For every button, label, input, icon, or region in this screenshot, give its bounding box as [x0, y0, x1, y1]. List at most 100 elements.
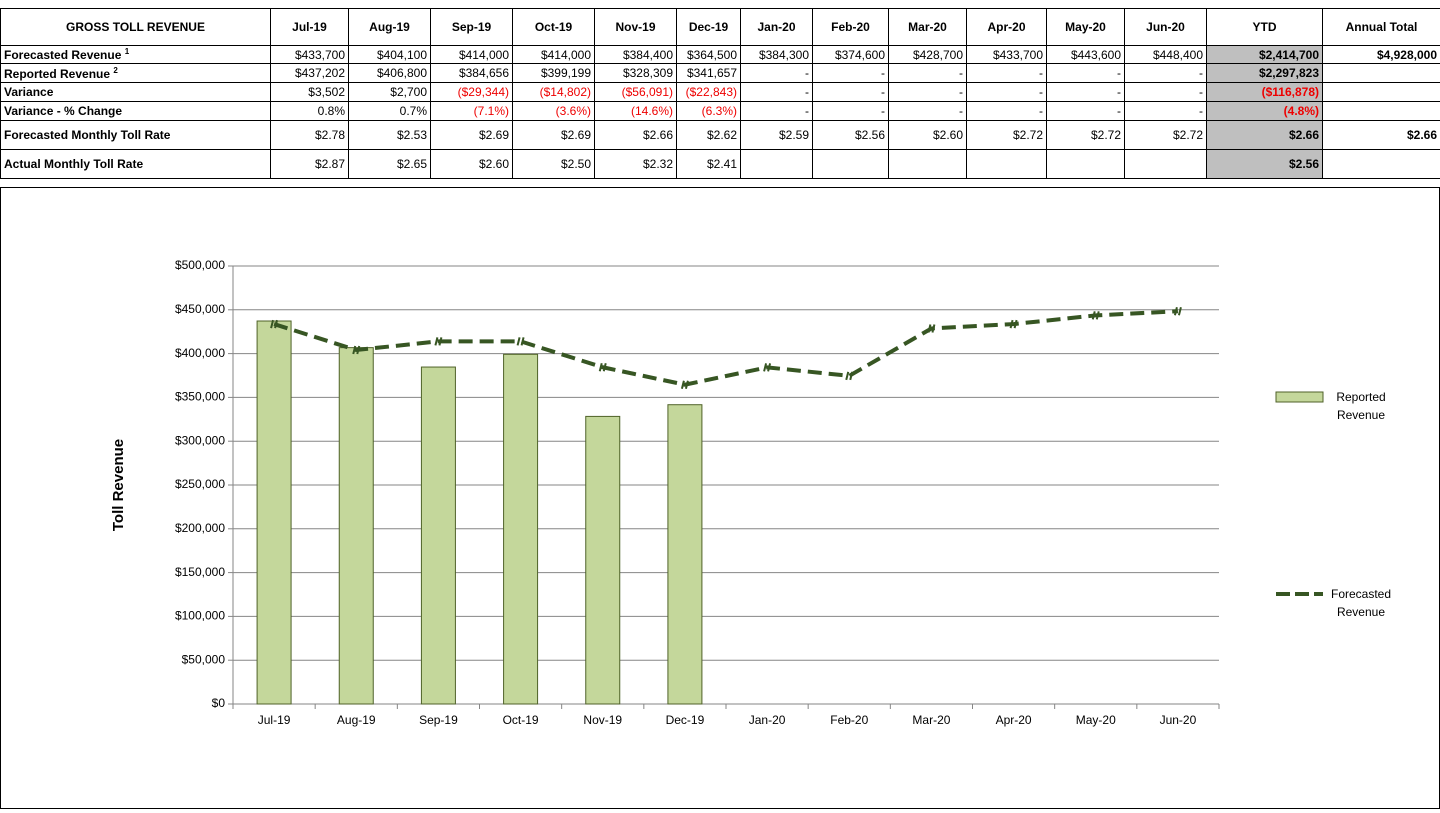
- x-tick-label: May-20: [1076, 713, 1116, 727]
- marker: [846, 372, 852, 380]
- table-cell: $448,400: [1125, 46, 1207, 64]
- table-cell: -: [741, 64, 813, 83]
- row-label: Forecasted Revenue 1: [1, 46, 271, 64]
- table-cell: -: [813, 102, 889, 121]
- table-cell: $2.60: [889, 121, 967, 150]
- table-cell: $2.66: [595, 121, 677, 150]
- header-cell: Jan-20: [741, 9, 813, 46]
- table-cell: $2,414,700: [1207, 46, 1323, 64]
- row-label: Actual Monthly Toll Rate: [1, 150, 271, 179]
- table-cell: [967, 150, 1047, 179]
- x-tick-label: Feb-20: [830, 713, 868, 727]
- chart-frame: Toll Revenue $0$50,000$100,000$150,000$2…: [0, 187, 1440, 809]
- table-cell: $2.87: [271, 150, 349, 179]
- y-tick-label: $200,000: [175, 521, 225, 535]
- table-cell: $437,202: [271, 64, 349, 83]
- table-cell: $3,502: [271, 83, 349, 102]
- y-tick-label: $350,000: [175, 390, 225, 404]
- header-cell: Jul-19: [271, 9, 349, 46]
- table-cell: [1047, 150, 1125, 179]
- chart: Toll Revenue $0$50,000$100,000$150,000$2…: [1, 188, 1439, 808]
- table-cell: $4,928,000: [1323, 46, 1440, 64]
- bar: [421, 367, 455, 704]
- header-cell: Feb-20: [813, 9, 889, 46]
- table-cell: -: [889, 83, 967, 102]
- header-cell: Aug-19: [349, 9, 431, 46]
- table-cell: [1125, 150, 1207, 179]
- table-cell: -: [741, 83, 813, 102]
- table-cell: $2,297,823: [1207, 64, 1323, 83]
- table-cell: $406,800: [349, 64, 431, 83]
- table-cell: (14.6%): [595, 102, 677, 121]
- table-cell: $2.69: [431, 121, 513, 150]
- bar: [257, 321, 291, 704]
- y-tick-label: $0: [212, 696, 226, 710]
- table-cell: $374,600: [813, 46, 889, 64]
- table-cell: -: [889, 64, 967, 83]
- table-cell: (4.8%): [1207, 102, 1323, 121]
- table-cell: $2.41: [677, 150, 741, 179]
- bar: [586, 416, 620, 704]
- row-label-text: Variance: [4, 85, 53, 99]
- x-tick-label: Jun-20: [1160, 713, 1197, 727]
- x-tick-label: Mar-20: [912, 713, 950, 727]
- row-label: Reported Revenue 2: [1, 64, 271, 83]
- table-cell: -: [1125, 83, 1207, 102]
- table-cell: [889, 150, 967, 179]
- y-tick-label: $500,000: [175, 258, 225, 272]
- bar: [504, 354, 538, 704]
- table-cell: -: [889, 102, 967, 121]
- table-cell: -: [741, 102, 813, 121]
- table-cell: $433,700: [967, 46, 1047, 64]
- table-row: Variance$3,502$2,700($29,344)($14,802)($…: [1, 83, 1440, 102]
- table-cell: -: [967, 102, 1047, 121]
- table-cell: $414,000: [431, 46, 513, 64]
- table-cell: 0.8%: [271, 102, 349, 121]
- table-cell: $443,600: [1047, 46, 1125, 64]
- bar: [339, 348, 373, 704]
- table-row: Forecasted Revenue 1$433,700$404,100$414…: [1, 46, 1440, 64]
- table-cell: $414,000: [513, 46, 595, 64]
- x-tick-label: Jan-20: [749, 713, 786, 727]
- row-label-text: Actual Monthly Toll Rate: [4, 157, 143, 171]
- table-cell: ($29,344): [431, 83, 513, 102]
- table-cell: $2.59: [741, 121, 813, 150]
- table-cell: [813, 150, 889, 179]
- line: [274, 311, 1178, 384]
- table-row: Actual Monthly Toll Rate $2.87$2.65$2.60 $…: [1, 150, 1440, 179]
- table-cell: $2.72: [1125, 121, 1207, 150]
- header-cell: Apr-20: [967, 9, 1047, 46]
- header-cell: Annual Total: [1323, 9, 1440, 46]
- table-row: Forecasted Monthly Toll Rate$2.78$2.53$2…: [1, 121, 1440, 150]
- table-cell: $2.60: [431, 150, 513, 179]
- table-cell: -: [967, 64, 1047, 83]
- table-cell: $2.62: [677, 121, 741, 150]
- header-cell: Oct-19: [513, 9, 595, 46]
- table-cell: [1323, 83, 1440, 102]
- table-cell: -: [813, 83, 889, 102]
- table-cell: $384,300: [741, 46, 813, 64]
- table-cell: [741, 150, 813, 179]
- table-cell: $2.69: [513, 121, 595, 150]
- y-tick-label: $450,000: [175, 302, 225, 316]
- header-cell: Jun-20: [1125, 9, 1207, 46]
- table-cell: -: [967, 83, 1047, 102]
- table-cell: $364,500: [677, 46, 741, 64]
- x-tick-label: Oct-19: [503, 713, 539, 727]
- table-cell: $399,199: [513, 64, 595, 83]
- y-tick-label: $250,000: [175, 477, 225, 491]
- header-cell: Mar-20: [889, 9, 967, 46]
- table-cell: ($56,091): [595, 83, 677, 102]
- row-label-text: Variance - % Change: [4, 104, 122, 118]
- table-cell: [1323, 64, 1440, 83]
- table-row: Reported Revenue 2$437,202$406,800$384,6…: [1, 64, 1440, 83]
- table-cell: $2.66: [1207, 121, 1323, 150]
- footnote-mark: 1: [125, 47, 129, 56]
- table-cell: -: [1047, 64, 1125, 83]
- table-cell: $2.65: [349, 150, 431, 179]
- header-cell: Sep-19: [431, 9, 513, 46]
- table-cell: -: [813, 64, 889, 83]
